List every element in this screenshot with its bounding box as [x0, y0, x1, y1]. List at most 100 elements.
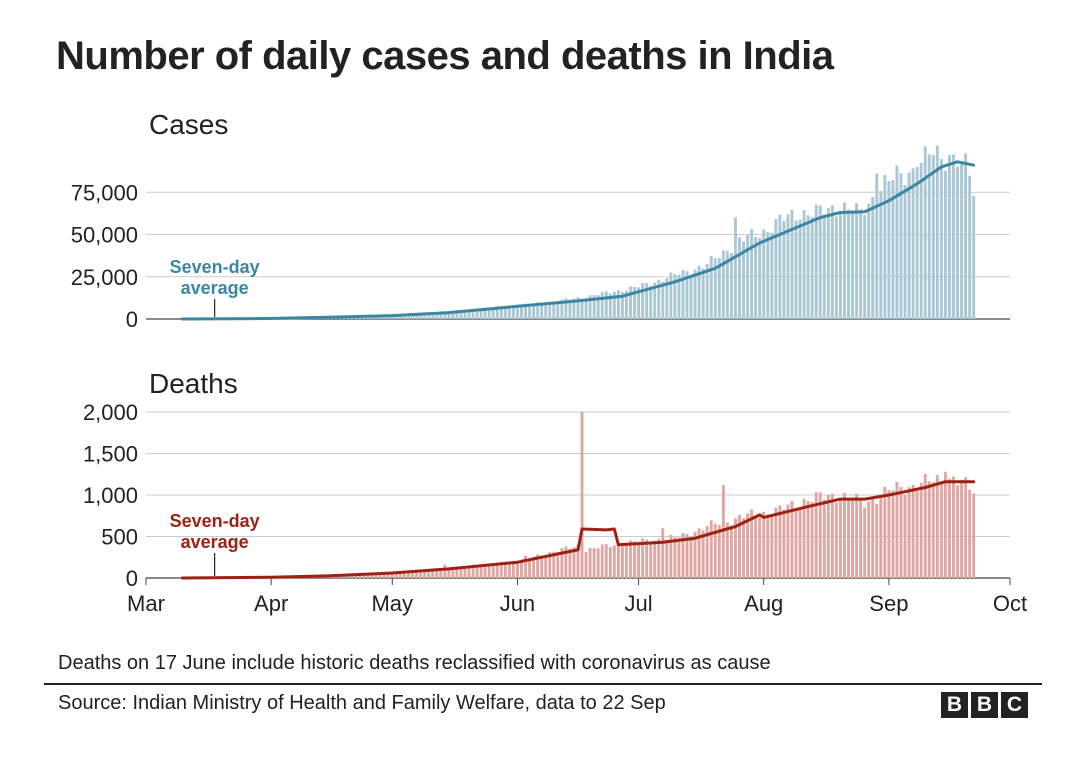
deaths-daily-bar — [931, 482, 935, 578]
deaths-daily-bar — [790, 500, 794, 578]
deaths-daily-bar — [758, 517, 762, 578]
cases-daily-bar — [657, 279, 661, 319]
cases-daily-bar — [943, 170, 947, 319]
seven-day-average-annotation-line2: average — [181, 278, 249, 298]
deaths-daily-bar — [746, 513, 750, 578]
deaths-daily-bar — [738, 514, 741, 578]
deaths-daily-bar — [960, 479, 964, 578]
deaths-daily-bar — [394, 572, 398, 578]
deaths-daily-bar — [479, 565, 483, 578]
deaths-daily-bar — [491, 564, 495, 578]
cases-daily-bar — [972, 195, 976, 319]
cases-daily-bar — [859, 209, 863, 319]
deaths-daily-bar — [382, 572, 386, 578]
deaths-daily-bar — [774, 507, 778, 578]
deaths-daily-bar — [507, 562, 511, 578]
deaths-daily-bar — [762, 511, 766, 578]
deaths-daily-bar — [572, 547, 576, 578]
deaths-daily-bar — [742, 518, 745, 578]
chart-title: Number of daily cases and deaths in Indi… — [56, 34, 834, 78]
deaths-daily-bar — [802, 498, 806, 578]
deaths-daily-bar — [431, 569, 435, 578]
cases-daily-bar — [548, 302, 552, 319]
deaths-daily-bar — [810, 502, 814, 578]
deaths-daily-bar — [427, 569, 431, 578]
deaths-daily-bar — [560, 548, 564, 578]
deaths-daily-bar — [826, 495, 830, 578]
deaths-daily-bar — [398, 571, 402, 578]
deaths-daily-bar — [520, 559, 523, 578]
deaths-daily-bar — [580, 412, 584, 578]
seven-day-average-annotation-line1: Seven-day — [170, 511, 260, 531]
deaths-daily-bar — [887, 490, 891, 578]
deaths-daily-bar — [956, 485, 959, 578]
deaths-daily-bar — [968, 489, 972, 578]
deaths-daily-bar — [705, 526, 709, 578]
deaths-daily-bar — [851, 500, 854, 578]
x-tick-label: Aug — [744, 591, 783, 616]
cases-daily-bar — [499, 306, 503, 319]
cases-daily-bar — [411, 314, 414, 319]
deaths-daily-bar — [923, 473, 927, 578]
deaths-daily-bar — [451, 568, 455, 578]
cases-daily-bar — [891, 180, 895, 319]
cases-daily-bar — [734, 217, 737, 319]
cases-daily-bar — [814, 204, 818, 319]
cases-daily-bar — [540, 303, 544, 319]
deaths-daily-bar — [588, 548, 592, 578]
deaths-daily-bar — [358, 574, 362, 578]
deaths-daily-bar — [354, 574, 358, 578]
cases-daily-bar — [507, 306, 511, 319]
deaths-daily-bar — [362, 573, 366, 578]
cases-daily-bar — [717, 257, 721, 319]
cases-daily-bar — [524, 303, 527, 319]
cases-daily-bar — [463, 310, 467, 319]
cases-daily-bar — [596, 295, 600, 319]
cases-daily-bar — [483, 307, 487, 319]
cases-daily-bar — [956, 166, 959, 319]
cases-daily-bar — [713, 258, 717, 319]
deaths-daily-bar — [798, 507, 802, 578]
deaths-daily-bar — [964, 477, 968, 578]
cases-daily-bar — [402, 314, 406, 319]
cases-daily-bar — [960, 161, 964, 319]
cases-daily-bar — [822, 214, 826, 319]
x-tick-label: Sep — [869, 591, 908, 616]
deaths-daily-bar — [673, 537, 677, 578]
y-tick-label: 75,000 — [71, 180, 138, 205]
cases-daily-bar — [629, 286, 632, 319]
deaths-daily-bar — [830, 493, 834, 578]
cases-daily-bar — [467, 309, 471, 319]
cases-daily-bar — [491, 307, 495, 319]
cases-daily-bar — [770, 233, 774, 319]
deaths-daily-bar — [891, 490, 895, 578]
cases-daily-bar — [439, 312, 443, 319]
cases-daily-bar — [620, 292, 624, 319]
cases-daily-bar — [919, 162, 923, 319]
cases-daily-bar — [746, 235, 750, 319]
deaths-daily-bar — [689, 536, 693, 578]
cases-daily-bar — [685, 271, 689, 319]
cases-daily-bar — [903, 185, 907, 319]
cases-daily-bar — [952, 154, 955, 319]
deaths-daily-bar — [499, 563, 503, 578]
seven-day-average-annotation-line1: Seven-day — [170, 257, 260, 277]
cases-daily-bar — [560, 299, 564, 319]
deaths-daily-bar — [637, 542, 641, 578]
deaths-daily-bar — [847, 498, 850, 578]
deaths-daily-bar — [693, 531, 697, 578]
deaths-daily-bar — [620, 546, 624, 578]
deaths-daily-bar — [935, 475, 939, 578]
cases-daily-bar — [443, 311, 447, 319]
cases-daily-bar — [806, 215, 810, 319]
deaths-daily-bar — [681, 533, 685, 578]
cases-daily-bar — [673, 273, 677, 319]
deaths-daily-bar — [729, 525, 733, 578]
deaths-daily-bar — [750, 509, 754, 578]
cases-daily-bar — [600, 291, 604, 319]
deaths-daily-bar — [653, 541, 657, 578]
cases-daily-bar — [677, 274, 681, 319]
deaths-daily-bar — [503, 563, 507, 578]
x-tick-label: Jun — [500, 591, 535, 616]
cases-daily-bar — [875, 173, 879, 319]
